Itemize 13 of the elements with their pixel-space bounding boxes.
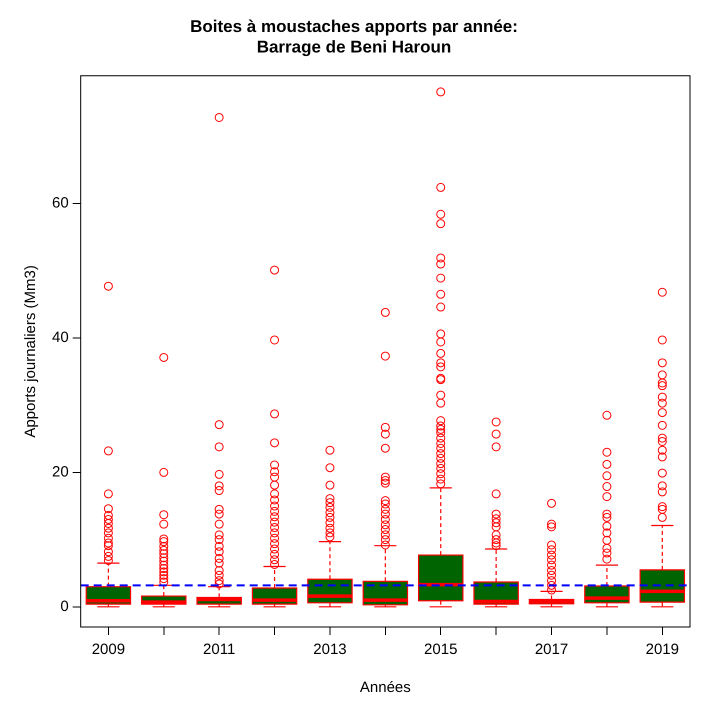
x-axis-title: Années — [360, 679, 411, 696]
y-axis-title: Apports journaliers (Mm3) — [22, 265, 40, 438]
x-tick-label: 2009 — [92, 641, 126, 658]
y-tick-label: 0 — [60, 598, 69, 615]
y-tick-label: 40 — [52, 329, 69, 346]
x-tick-label: 2015 — [424, 641, 458, 658]
x-tick-label: 2011 — [203, 641, 236, 658]
chart-title: Boites à moustaches apports par année: Barrage de Beni Haroun — [190, 16, 518, 56]
y-tick-label: 60 — [52, 194, 69, 212]
y-tick-label: 20 — [52, 464, 69, 481]
x-tick-label: 2019 — [646, 641, 679, 658]
x-tick-label: 2017 — [534, 641, 568, 658]
x-tick-label: 2013 — [313, 641, 347, 658]
